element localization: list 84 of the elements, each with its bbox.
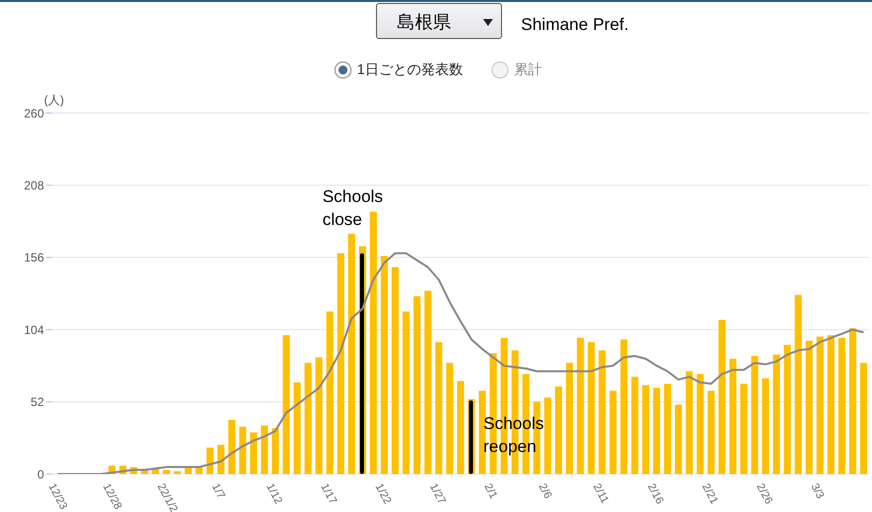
annotation: Schools close	[322, 186, 384, 232]
x-tick-label: 2/11	[590, 482, 611, 506]
bar	[718, 320, 726, 474]
bar	[392, 267, 399, 474]
bar	[206, 448, 214, 474]
x-tick-label: 2/26	[754, 482, 775, 506]
bar	[402, 312, 410, 474]
x-tick-label: 12/23	[46, 482, 70, 512]
y-tick-label: 104	[24, 322, 44, 337]
bar	[631, 376, 638, 474]
x-tick-label: 1/7	[209, 482, 227, 501]
bar	[729, 358, 736, 474]
bar	[174, 471, 181, 474]
bar	[762, 378, 770, 474]
bar	[370, 212, 377, 474]
bar	[413, 296, 420, 474]
bar	[610, 390, 617, 474]
bar	[653, 388, 660, 474]
bar	[555, 386, 562, 474]
bar	[360, 253, 364, 474]
bar	[326, 312, 334, 474]
bar	[337, 253, 344, 474]
y-tick-label: 52	[30, 395, 44, 410]
bar	[424, 290, 432, 474]
bar	[740, 384, 748, 474]
bar	[772, 354, 780, 474]
bar	[674, 404, 682, 474]
bar	[544, 398, 552, 474]
y-tick-label: 0	[37, 467, 44, 482]
bar	[304, 362, 312, 474]
y-axis-title: (人)	[44, 92, 64, 109]
bar	[849, 328, 856, 474]
y-tick-label: 208	[24, 178, 44, 192]
x-tick-label: 3/3	[808, 482, 826, 501]
bar	[696, 374, 704, 474]
bar	[620, 339, 628, 474]
bar	[751, 356, 758, 474]
bar	[315, 357, 322, 474]
bar	[260, 425, 268, 474]
bar	[686, 371, 693, 474]
bar	[348, 234, 356, 474]
bar	[162, 470, 170, 474]
bar	[446, 362, 454, 474]
bar	[576, 338, 584, 474]
x-tick-label: 2/6	[536, 482, 554, 501]
y-tick-label: 156	[24, 250, 44, 265]
bar	[708, 390, 715, 474]
bar	[566, 362, 573, 474]
bar	[816, 336, 824, 474]
x-tick-label: 1/12	[264, 482, 284, 506]
bar	[228, 420, 236, 474]
bar	[478, 390, 486, 474]
line-series	[56, 252, 865, 474]
bar	[250, 432, 258, 474]
bar	[860, 362, 868, 474]
text: 1日ごとの発表数	[357, 61, 463, 79]
bar	[457, 380, 464, 474]
bar	[239, 426, 246, 474]
x-tick-label: 1/22	[372, 482, 394, 506]
x-tick-label: 1/27	[427, 482, 448, 506]
x-tick-label: 2/21	[699, 482, 720, 506]
bar	[598, 350, 606, 474]
bar	[642, 385, 650, 474]
x-tick-label: 2/1	[482, 482, 500, 501]
bar	[806, 340, 813, 474]
text: 累計	[514, 61, 542, 79]
bar	[217, 444, 224, 474]
chart-subtitle: Shimane Pref.	[521, 15, 629, 35]
bar	[588, 342, 595, 474]
bar	[294, 382, 301, 474]
bar	[380, 256, 388, 474]
bar	[838, 338, 846, 474]
bar	[664, 384, 672, 474]
bar	[784, 344, 791, 474]
bar	[282, 335, 290, 474]
bar	[827, 335, 834, 474]
bar	[435, 342, 442, 474]
y-tick-label: 260	[24, 106, 44, 120]
x-tick-label: 1/17	[318, 482, 339, 506]
chart-title: 島根県	[397, 11, 451, 34]
bar	[794, 294, 802, 474]
x-tick-label: 2/16	[644, 482, 666, 506]
x-tick-label: 12/28	[100, 482, 124, 512]
bar	[272, 428, 279, 474]
